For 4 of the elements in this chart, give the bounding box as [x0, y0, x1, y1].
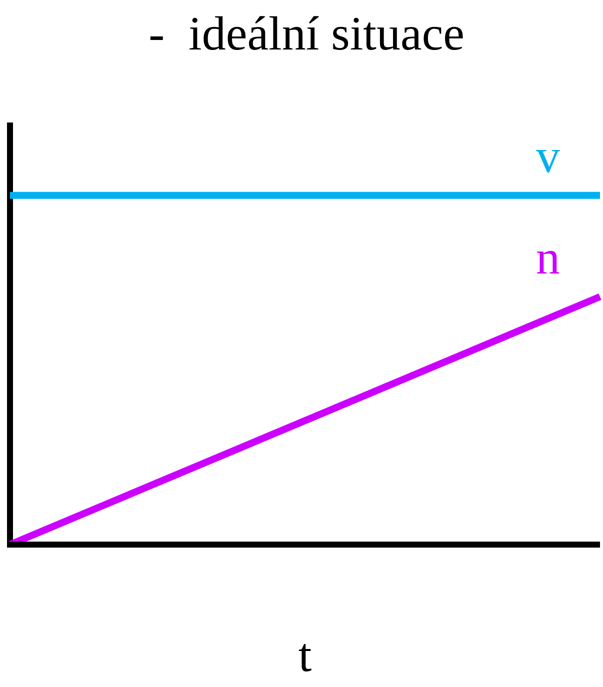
chart-title: - ideální situace: [148, 7, 464, 60]
series-label: v: [536, 130, 560, 184]
series-label: n: [536, 231, 560, 284]
x-axis-title: t: [298, 628, 312, 682]
